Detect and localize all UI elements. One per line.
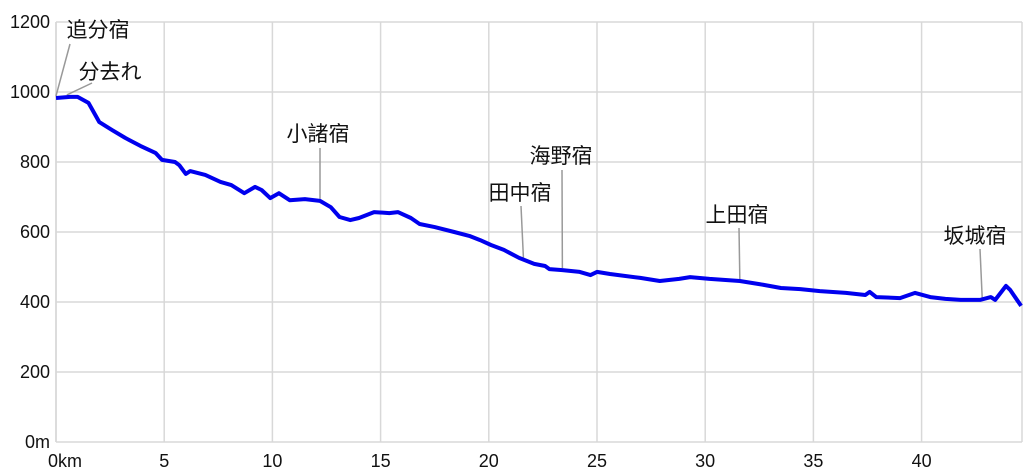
annotation-label: 田中宿 — [489, 181, 552, 205]
annotation-label: 分去れ — [79, 60, 142, 84]
x-tick-label: 15 — [371, 451, 391, 471]
x-tick-label: 40 — [912, 451, 932, 471]
x-tick-label: 20 — [479, 451, 499, 471]
x-tick-label: 30 — [695, 451, 715, 471]
x-tick-label: 5 — [159, 451, 169, 471]
annotation-leader — [979, 248, 983, 298]
x-tick-label: 35 — [803, 451, 823, 471]
annotation-leaders — [55, 43, 983, 298]
elevation-line — [55, 94, 1023, 308]
y-tick-label: 400 — [20, 292, 50, 312]
y-tick-label: 800 — [20, 152, 50, 172]
x-axis-ticks: 0km 5 10 15 20 25 30 35 40 — [48, 451, 932, 471]
annotation-leader — [66, 82, 93, 96]
annotation-label: 上田宿 — [706, 203, 769, 227]
annotation-label: 海野宿 — [530, 144, 593, 168]
annotation-leader — [738, 227, 741, 280]
x-tick-label: 10 — [262, 451, 282, 471]
y-axis-ticks: 0m 200 400 600 800 1000 1200 — [10, 12, 50, 452]
y-tick-label: 0m — [25, 432, 50, 452]
annotation-leader — [520, 205, 525, 259]
y-tick-label: 200 — [20, 362, 50, 382]
x-tick-label: 0km — [48, 451, 82, 471]
annotation-label: 坂城宿 — [944, 224, 1007, 248]
x-tick-label: 25 — [587, 451, 607, 471]
annotation-leader — [55, 43, 71, 97]
annotation-label: 追分宿 — [67, 18, 130, 42]
y-tick-label: 600 — [20, 222, 50, 242]
grid — [55, 21, 1023, 443]
annotation-label: 小諸宿 — [287, 122, 350, 146]
y-tick-label: 1200 — [10, 12, 50, 32]
y-tick-label: 1000 — [10, 82, 50, 102]
